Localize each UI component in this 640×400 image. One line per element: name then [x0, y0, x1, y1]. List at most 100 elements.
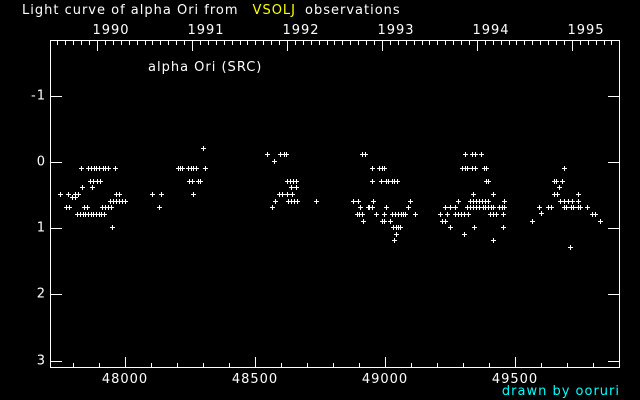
data-point	[486, 199, 491, 204]
data-point	[462, 212, 467, 217]
top-axis-minor-tick	[509, 40, 510, 45]
data-point	[448, 225, 453, 230]
data-point	[530, 219, 535, 224]
top-axis-minor-tick	[105, 40, 106, 45]
data-point	[471, 199, 476, 204]
bottom-axis-minor-tick	[73, 363, 74, 368]
top-axis-minor-tick	[461, 40, 462, 45]
data-point	[360, 152, 365, 157]
data-point	[159, 192, 164, 197]
data-point	[120, 199, 125, 204]
bottom-axis-minor-tick	[541, 363, 542, 368]
data-point	[501, 225, 506, 230]
data-point	[103, 205, 108, 210]
data-point	[558, 199, 563, 204]
top-axis-minor-tick	[57, 40, 58, 45]
data-point	[150, 192, 155, 197]
top-axis-major-tick	[382, 40, 383, 51]
data-point	[270, 205, 275, 210]
data-point	[456, 199, 461, 204]
top-axis-minor-tick	[216, 40, 217, 45]
data-point	[99, 212, 104, 217]
data-point	[83, 212, 88, 217]
top-axis-minor-tick	[540, 40, 541, 45]
top-axis-minor-tick	[176, 40, 177, 45]
data-point	[453, 212, 458, 217]
top-axis-minor-tick	[319, 40, 320, 45]
top-axis-minor-tick	[113, 40, 114, 45]
data-point	[585, 205, 590, 210]
data-point	[477, 199, 482, 204]
data-point	[111, 199, 116, 204]
data-point	[265, 152, 270, 157]
data-point	[570, 199, 575, 204]
data-point	[117, 199, 122, 204]
data-point	[501, 212, 506, 217]
top-axis-minor-tick	[240, 40, 241, 45]
data-point	[86, 212, 91, 217]
data-point	[377, 166, 382, 171]
right-axis-tick	[608, 162, 620, 163]
plot-frame	[50, 40, 620, 368]
top-axis-minor-tick	[516, 40, 517, 45]
data-point	[361, 219, 366, 224]
chart-title: Light curve of alpha Ori from VSOLJ observ…	[22, 3, 401, 18]
data-point	[413, 212, 418, 217]
data-point	[576, 192, 581, 197]
data-point	[285, 192, 290, 197]
bottom-axis-minor-tick	[281, 363, 282, 368]
data-point	[390, 212, 395, 217]
data-point	[180, 166, 185, 171]
bottom-axis-minor-tick	[177, 363, 178, 368]
data-point	[106, 166, 111, 171]
data-point	[103, 166, 108, 171]
data-point	[562, 199, 567, 204]
credit-label: drawn by ooruri	[501, 384, 620, 399]
top-axis-minor-tick	[255, 40, 256, 45]
bottom-axis-minor-tick	[99, 363, 100, 368]
data-point	[106, 205, 111, 210]
data-point	[546, 205, 551, 210]
data-point	[198, 179, 203, 184]
top-axis-minor-tick	[200, 40, 201, 45]
jd-label: 49000	[361, 372, 409, 387]
data-point	[398, 225, 403, 230]
year-label: 1992	[282, 23, 320, 38]
data-point	[370, 205, 375, 210]
data-point	[564, 205, 569, 210]
data-point	[66, 192, 71, 197]
top-axis-minor-tick	[548, 40, 549, 45]
data-point	[94, 166, 99, 171]
data-point	[123, 199, 128, 204]
bottom-axis-minor-tick	[359, 363, 360, 368]
left-axis-tick	[50, 361, 62, 362]
top-axis-minor-tick	[160, 40, 161, 45]
data-point	[468, 205, 473, 210]
data-point	[113, 166, 118, 171]
top-axis-minor-tick	[327, 40, 328, 45]
data-point	[80, 185, 85, 190]
magnitude-label: 3	[36, 353, 46, 369]
data-point	[403, 212, 408, 217]
top-axis-minor-tick	[89, 40, 90, 45]
data-point	[374, 212, 379, 217]
data-point	[360, 212, 365, 217]
data-point	[110, 225, 115, 230]
data-point	[64, 205, 69, 210]
data-point	[486, 205, 491, 210]
top-axis-minor-tick	[279, 40, 280, 45]
data-point	[85, 205, 90, 210]
top-axis-minor-tick	[224, 40, 225, 45]
bottom-axis-minor-tick	[463, 363, 464, 368]
top-axis-minor-tick	[303, 40, 304, 45]
data-point	[438, 212, 443, 217]
bottom-axis-minor-tick	[437, 363, 438, 368]
data-point	[486, 179, 491, 184]
data-point	[379, 179, 384, 184]
top-axis-minor-tick	[334, 40, 335, 45]
data-point	[459, 212, 464, 217]
data-point	[277, 192, 282, 197]
data-point	[91, 179, 96, 184]
data-point	[484, 166, 489, 171]
data-point	[117, 192, 122, 197]
